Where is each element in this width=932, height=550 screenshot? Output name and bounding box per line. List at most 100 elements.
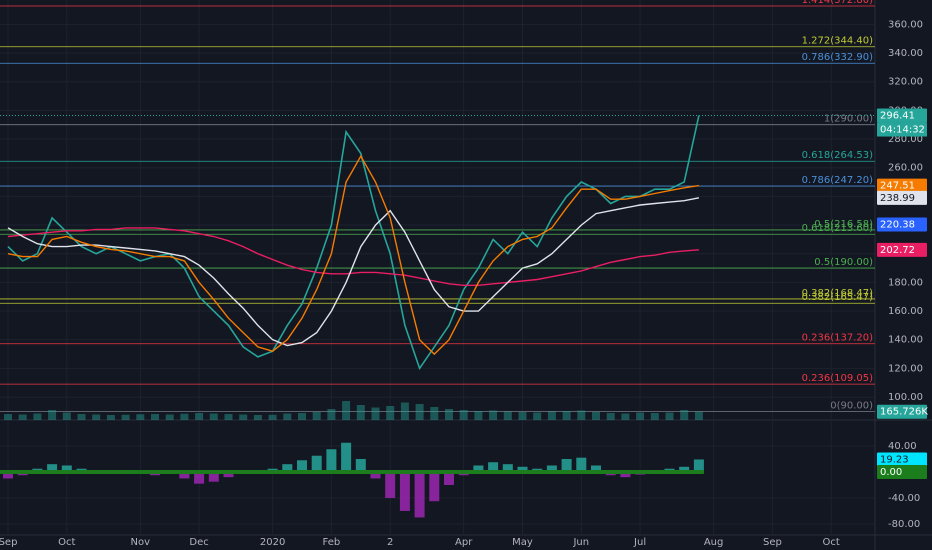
- oscillator-bar: [693, 459, 704, 472]
- volume-bar: [386, 406, 395, 420]
- volume-bar: [430, 407, 439, 420]
- volume-bar: [327, 409, 336, 420]
- volume-bar: [562, 411, 571, 420]
- oscillator-bar: [47, 464, 58, 472]
- volume-bar: [312, 412, 321, 420]
- volume-bar: [33, 413, 42, 420]
- oscillator-bar: [399, 471, 410, 511]
- oscillator-bar: [546, 465, 557, 472]
- fib-label: 0(90.00): [830, 400, 873, 411]
- fib-label: 0.382(168.47): [802, 288, 874, 299]
- volume-bar: [415, 404, 424, 420]
- volume-bar: [400, 402, 409, 420]
- volume-bar: [92, 414, 101, 420]
- x-tick-label: Aug: [704, 537, 724, 548]
- volume-bar: [253, 415, 262, 420]
- volume-bar: [592, 412, 600, 420]
- volume-bar: [298, 413, 306, 420]
- volume-bar: [489, 410, 498, 420]
- y-tick-label: -80.00: [888, 519, 920, 530]
- volume-bar: [577, 410, 586, 420]
- fib-label: 0.236(109.05): [802, 373, 874, 384]
- oscillator-bar: [3, 471, 13, 479]
- volume-bar: [547, 411, 556, 420]
- volume-tag: [877, 404, 927, 419]
- oscillator-bar: [576, 457, 587, 472]
- x-tick-label: 2: [387, 537, 393, 548]
- x-tick-label: Sep: [763, 537, 782, 548]
- oscillator-bar: [679, 466, 690, 472]
- oscillator-bar: [223, 471, 234, 478]
- volume-bar: [77, 414, 86, 420]
- volume-bar: [636, 412, 645, 420]
- oscillator-bar: [208, 471, 219, 482]
- oscillator-bar: [297, 460, 307, 472]
- volume-bar: [533, 412, 542, 420]
- fib-label: 1.272(344.40): [802, 36, 874, 47]
- x-tick-label: 2020: [260, 537, 285, 548]
- volume-bar: [342, 401, 351, 420]
- volume-bar: [165, 414, 174, 420]
- volume-bar: [680, 410, 689, 420]
- axes: 100.00120.00140.00160.00180.00200.00220.…: [0, 19, 928, 548]
- volume-bar: [694, 411, 703, 420]
- x-tick-label: May: [512, 537, 533, 548]
- x-tick-label: Apr: [455, 537, 473, 548]
- oscillator-bar: [620, 471, 631, 478]
- x-tick-label: Dec: [189, 537, 208, 548]
- x-tick-label: Nov: [131, 537, 151, 548]
- y-tick-label: 140.00: [888, 335, 923, 346]
- y-tick-label: 260.00: [888, 163, 923, 174]
- oscillator-bar: [517, 466, 528, 472]
- price-tag-label: 202.72: [880, 245, 915, 256]
- volume-bar: [518, 412, 527, 420]
- y-tick-label: 180.00: [888, 277, 923, 288]
- oscillator-bar: [502, 464, 513, 472]
- price-tag: [877, 178, 927, 193]
- volume-bar: [621, 413, 630, 420]
- fib-label: 0.618(264.53): [802, 150, 874, 161]
- price-tag-label: 238.99: [880, 193, 915, 204]
- oscillator-tag: [877, 464, 927, 479]
- volume-bar: [503, 411, 512, 420]
- oscillator-bar: [326, 449, 337, 472]
- x-tick-label: Jun: [572, 537, 589, 548]
- volume-bar: [445, 409, 453, 420]
- oscillator-bar: [591, 465, 601, 472]
- x-tick-label: Oct: [58, 537, 75, 548]
- countdown: 04:14:32: [880, 125, 925, 136]
- volume-bar: [180, 413, 189, 420]
- fib-label: 0.618(213.60): [802, 223, 874, 234]
- x-tick-label: Feb: [323, 537, 341, 548]
- oscillator-bar: [61, 465, 72, 472]
- oscillator-bar: [194, 471, 205, 484]
- oscillator-bar: [370, 471, 381, 479]
- x-tick-label: Oct: [823, 537, 840, 548]
- y-tick-label: 320.00: [888, 77, 923, 88]
- price-tag: [877, 217, 927, 232]
- countdown-tag: [877, 122, 927, 137]
- oscillator-bar: [444, 471, 454, 485]
- price-line: [7, 154, 700, 356]
- oscillator-tag: [877, 452, 927, 467]
- price-tag-label: 247.51: [880, 181, 915, 192]
- volume-bar: [356, 405, 365, 420]
- price-tag: [877, 190, 927, 205]
- oscillator-tag-label: 0.00: [880, 467, 902, 478]
- price-line: [7, 197, 700, 347]
- price-tag-label: 220.38: [880, 220, 915, 231]
- fib-label: 0.236(137.20): [802, 333, 874, 344]
- volume-bar: [121, 414, 130, 420]
- volume-bar: [371, 407, 380, 420]
- oscillator-bar: [488, 462, 499, 472]
- oscillator-bar: [341, 442, 352, 472]
- volume-bar: [650, 413, 659, 420]
- volume-bar: [239, 414, 248, 420]
- y-tick-label: 160.00: [888, 306, 923, 317]
- volume-bar: [106, 415, 115, 420]
- fib-label: 0.382(165.47): [802, 292, 874, 303]
- fib-label: 0.5(190.00): [814, 257, 873, 268]
- volume-bar: [224, 414, 233, 420]
- volume-bar: [665, 412, 674, 420]
